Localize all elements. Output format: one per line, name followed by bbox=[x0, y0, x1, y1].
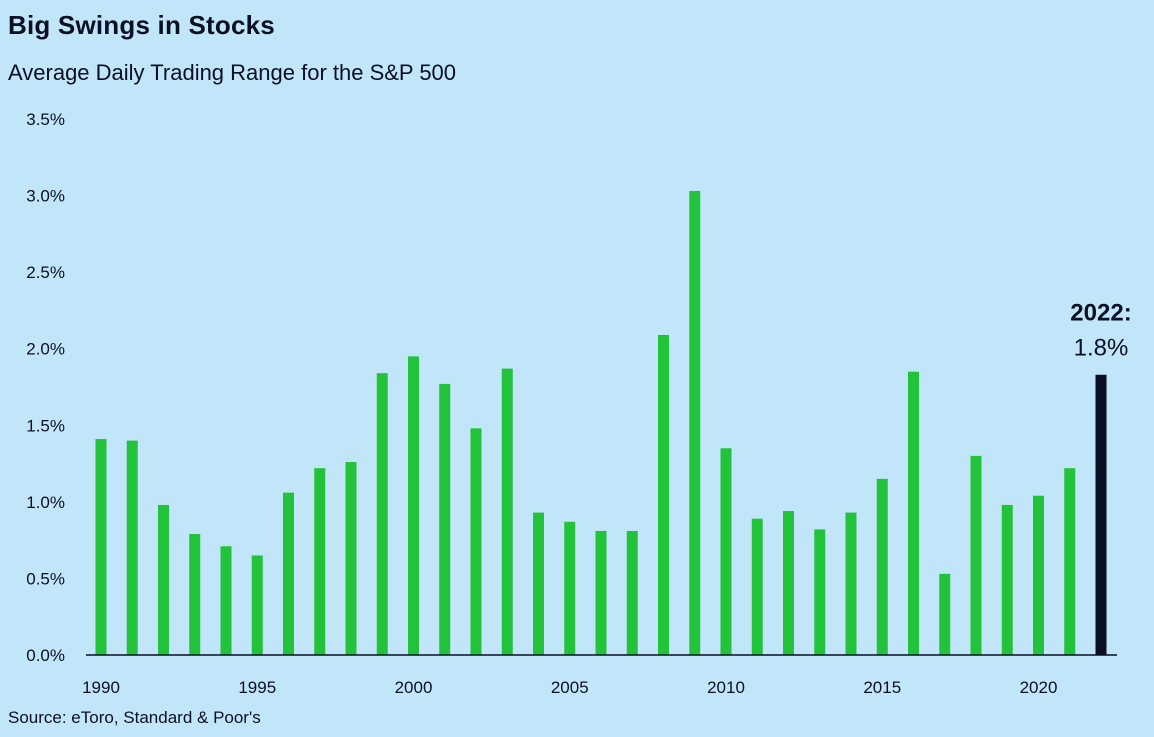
bar-2005 bbox=[564, 521, 576, 655]
annotation-value: 1.8% bbox=[1074, 335, 1129, 362]
bar-2003 bbox=[501, 368, 513, 655]
x-tick-label: 2010 bbox=[707, 678, 745, 697]
bar-1996 bbox=[283, 492, 294, 655]
bar-2009 bbox=[689, 190, 701, 655]
x-tick-label: 2005 bbox=[551, 678, 589, 697]
y-tick-label: 1.0% bbox=[26, 493, 65, 512]
bar-1993 bbox=[189, 534, 201, 655]
bar-2019 bbox=[1001, 504, 1013, 655]
bar-2017 bbox=[939, 573, 951, 655]
bar-2014 bbox=[845, 512, 857, 655]
bar-2015 bbox=[876, 478, 888, 655]
x-tick-label: 1995 bbox=[238, 678, 276, 697]
bar-1991 bbox=[126, 440, 138, 655]
y-axis: 0.0% 0.5% 1.0% 1.5% 2.0% 2.5% 3.0% 3.5% bbox=[26, 110, 65, 665]
bar-1995 bbox=[251, 555, 263, 655]
bar-2018 bbox=[970, 455, 982, 655]
bar-1998 bbox=[345, 462, 357, 655]
bar-2006 bbox=[595, 530, 607, 655]
bar-2013 bbox=[814, 529, 826, 655]
y-tick-label: 2.0% bbox=[26, 340, 65, 359]
bar-2000 bbox=[408, 356, 419, 655]
bar-1999 bbox=[376, 373, 388, 655]
y-tick-label: 0.5% bbox=[26, 569, 65, 588]
bar-2011 bbox=[751, 518, 763, 655]
x-axis: 1990 1995 2000 2005 2010 2015 2020 bbox=[82, 678, 1057, 697]
y-tick-label: 2.5% bbox=[26, 263, 65, 282]
bar-1990 bbox=[95, 439, 107, 655]
bar-2007 bbox=[626, 530, 638, 655]
bar-2008 bbox=[658, 334, 669, 655]
bar-2012 bbox=[783, 511, 794, 655]
y-tick-label: 0.0% bbox=[26, 646, 65, 665]
bar-1992 bbox=[158, 504, 169, 655]
y-tick-label: 3.0% bbox=[26, 187, 65, 206]
annotation-label: 2022: bbox=[1070, 300, 1131, 327]
y-tick-label: 3.5% bbox=[26, 110, 65, 129]
chart-title: Big Swings in Stocks bbox=[8, 10, 275, 40]
bar-2020 bbox=[1033, 495, 1044, 655]
y-tick-label: 1.5% bbox=[26, 416, 65, 435]
bar-2002 bbox=[470, 428, 482, 655]
source-note: Source: eToro, Standard & Poor's bbox=[8, 708, 261, 727]
bar-2016 bbox=[908, 371, 919, 655]
bar-2022 bbox=[1095, 374, 1107, 655]
bar-2001 bbox=[439, 383, 451, 655]
bars bbox=[95, 190, 1107, 655]
bar-2004 bbox=[533, 512, 544, 655]
bar-2010 bbox=[720, 448, 732, 655]
x-tick-label: 2000 bbox=[395, 678, 433, 697]
x-tick-label: 1990 bbox=[82, 678, 120, 697]
x-tick-label: 2015 bbox=[863, 678, 901, 697]
bar-1994 bbox=[220, 546, 232, 655]
bar-2021 bbox=[1064, 468, 1076, 655]
chart-subtitle: Average Daily Trading Range for the S&P … bbox=[8, 60, 457, 85]
x-tick-label: 2020 bbox=[1020, 678, 1058, 697]
bar-1997 bbox=[314, 468, 326, 655]
